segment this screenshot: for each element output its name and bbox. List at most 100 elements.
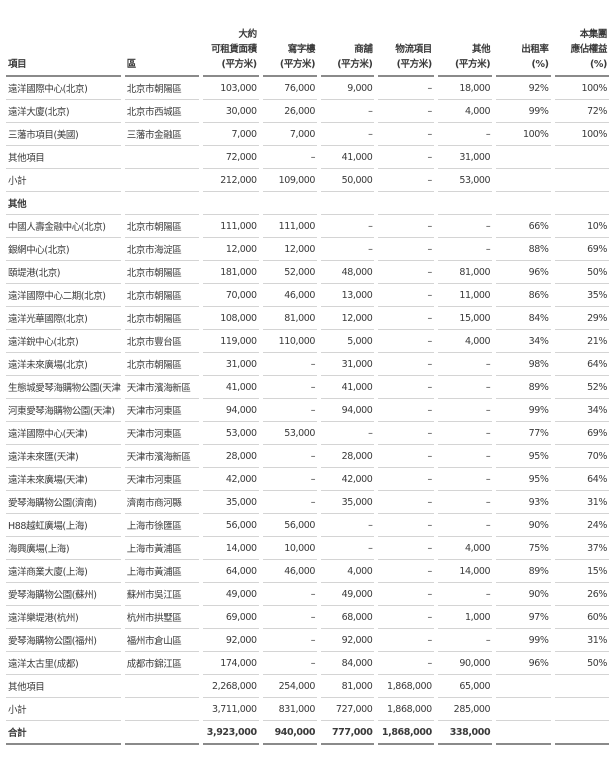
table-row: 遠洋國際中心(天津) 天津市河東區 53,000 53,000– – –77% 69% [6,422,609,445]
cell-logistics: – [378,238,434,261]
cell-occupancy [496,698,551,721]
cell-project: 其他 [6,192,121,215]
cell-retail: 9,000 [321,77,375,100]
cell-interest: 50% [554,261,609,284]
cell-district: 天津市濱海新區 [124,445,200,468]
cell-district: 杭州市拱墅區 [124,606,200,629]
table-row: 河東愛琴海購物公園(天津) 天津市河東區 94,000–94,000– –99% 34% [6,399,609,422]
cell-district: 成都市錦江區 [124,652,200,675]
cell-interest: 15% [554,560,609,583]
cell-retail: – [321,537,375,560]
cell-office: 109,000 [262,169,318,192]
cell-gfa: 7,000 [203,123,259,146]
investment-property-table: 項目區大約 可租賃面積 (平方米) 寫字樓 (平方米) 商舖 (平方米) 物流項目 (… [2,0,613,745]
cell-retail: 41,000 [321,146,375,169]
cell-other: 53,000 [437,169,493,192]
cell-retail: – [321,238,375,261]
cell-retail: – [321,123,375,146]
cell-office: 81,000 [262,307,318,330]
cell-occupancy [496,146,551,169]
cell-other: 338,000 [437,721,493,745]
cell-district: 北京市海淀區 [124,238,200,261]
cell-district: 福州市倉山區 [124,629,200,652]
cell-occupancy: 89% [496,560,551,583]
cell-retail: 4,000 [321,560,375,583]
table-row: 頤堤港(北京) 北京市朝陽區 181,000 52,000 48,000–81,000 9… [6,261,609,284]
cell-logistics: – [378,583,434,606]
cell-office: – [262,491,318,514]
table-body: 遠洋國際中心(北京) 北京市朝陽區 103,000 76,000 9,000–18,00… [6,77,609,745]
table-row: 遠洋未來廣場(天津) 天津市河東區 42,000–42,000– –95% 64% [6,468,609,491]
cell-gfa: 31,000 [203,353,259,376]
cell-project: H88越虹廣場(上海) [6,514,121,537]
cell-gfa: 3,711,000 [203,698,259,721]
cell-gfa: 3,923,000 [203,721,259,745]
cell-gfa: 30,000 [203,100,259,123]
cell-other: – [437,583,493,606]
cell-occupancy: 77% [496,422,551,445]
cell-office: – [262,583,318,606]
cell-retail: – [321,422,375,445]
cell-interest: 70% [554,445,609,468]
cell-office: 46,000 [262,560,318,583]
cell-other: – [437,376,493,399]
cell-district: 三藩市金融區 [124,123,200,146]
cell-occupancy: 84% [496,307,551,330]
cell-district [124,698,200,721]
cell-other: – [437,468,493,491]
cell-gfa: 53,000 [203,422,259,445]
cell-other: 81,000 [437,261,493,284]
cell-occupancy: 75% [496,537,551,560]
cell-retail: 50,000 [321,169,375,192]
cell-occupancy: 90% [496,583,551,606]
cell-project: 銀網中心(北京) [6,238,121,261]
cell-project: 遠洋大廈(北京) [6,100,121,123]
cell-district: 北京市朝陽區 [124,284,200,307]
cell-district: 北京市豐台區 [124,330,200,353]
cell-interest [554,721,609,745]
cell-retail: 35,000 [321,491,375,514]
cell-project: 其他項目 [6,675,121,698]
cell-retail: 48,000 [321,261,375,284]
cell-interest: 26% [554,583,609,606]
cell-logistics: – [378,422,434,445]
cell-project: 愛琴海購物公園(蘇州) [6,583,121,606]
cell-interest: 100% [554,77,609,100]
cell-office: – [262,606,318,629]
cell-project: 遠洋未來廣場(北京) [6,353,121,376]
table-row: 遠洋大廈(北京) 北京市西城區 30,000 26,000– –4,000 99% 72% [6,100,609,123]
cell-interest: 69% [554,238,609,261]
table-row: 遠洋銳中心(北京) 北京市豐台區 119,000 110,000 5,000–4,000… [6,330,609,353]
table-row: 小計 212,000 109,000 50,000–53,000 [6,169,609,192]
cell-other: – [437,629,493,652]
cell-project: 中國人壽金融中心(北京) [6,215,121,238]
cell-interest: 10% [554,215,609,238]
table-row: 遠洋商業大廈(上海) 上海市黃浦區 64,000 46,000 4,000–14,000… [6,560,609,583]
cell-office: 12,000 [262,238,318,261]
cell-other: – [437,123,493,146]
cell-district: 天津市濱海新區 [124,376,200,399]
cell-project: 遠洋商業大廈(上海) [6,560,121,583]
cell-interest: 64% [554,353,609,376]
cell-occupancy: 34% [496,330,551,353]
header-interest: 本集團 應佔權益 (%) [554,0,609,77]
cell-office: 940,000 [262,721,318,745]
cell-office: 110,000 [262,330,318,353]
cell-interest: 52% [554,376,609,399]
cell-district: 上海市徐匯區 [124,514,200,537]
cell-district: 上海市黃浦區 [124,560,200,583]
cell-retail: 68,000 [321,606,375,629]
cell-office: 52,000 [262,261,318,284]
header-district: 區 [124,0,200,77]
cell-logistics: – [378,491,434,514]
cell-district: 上海市黃浦區 [124,537,200,560]
cell-office: 10,000 [262,537,318,560]
cell-logistics: – [378,445,434,468]
cell-logistics: – [378,100,434,123]
cell-district: 北京市朝陽區 [124,77,200,100]
header-gfa: 大約 可租賃面積 (平方米) [203,0,259,77]
cell-other: 15,000 [437,307,493,330]
header-logistics: 物流項目 (平方米) [378,0,434,77]
cell-district: 濟南市商河縣 [124,491,200,514]
cell-project: 河東愛琴海購物公園(天津) [6,399,121,422]
